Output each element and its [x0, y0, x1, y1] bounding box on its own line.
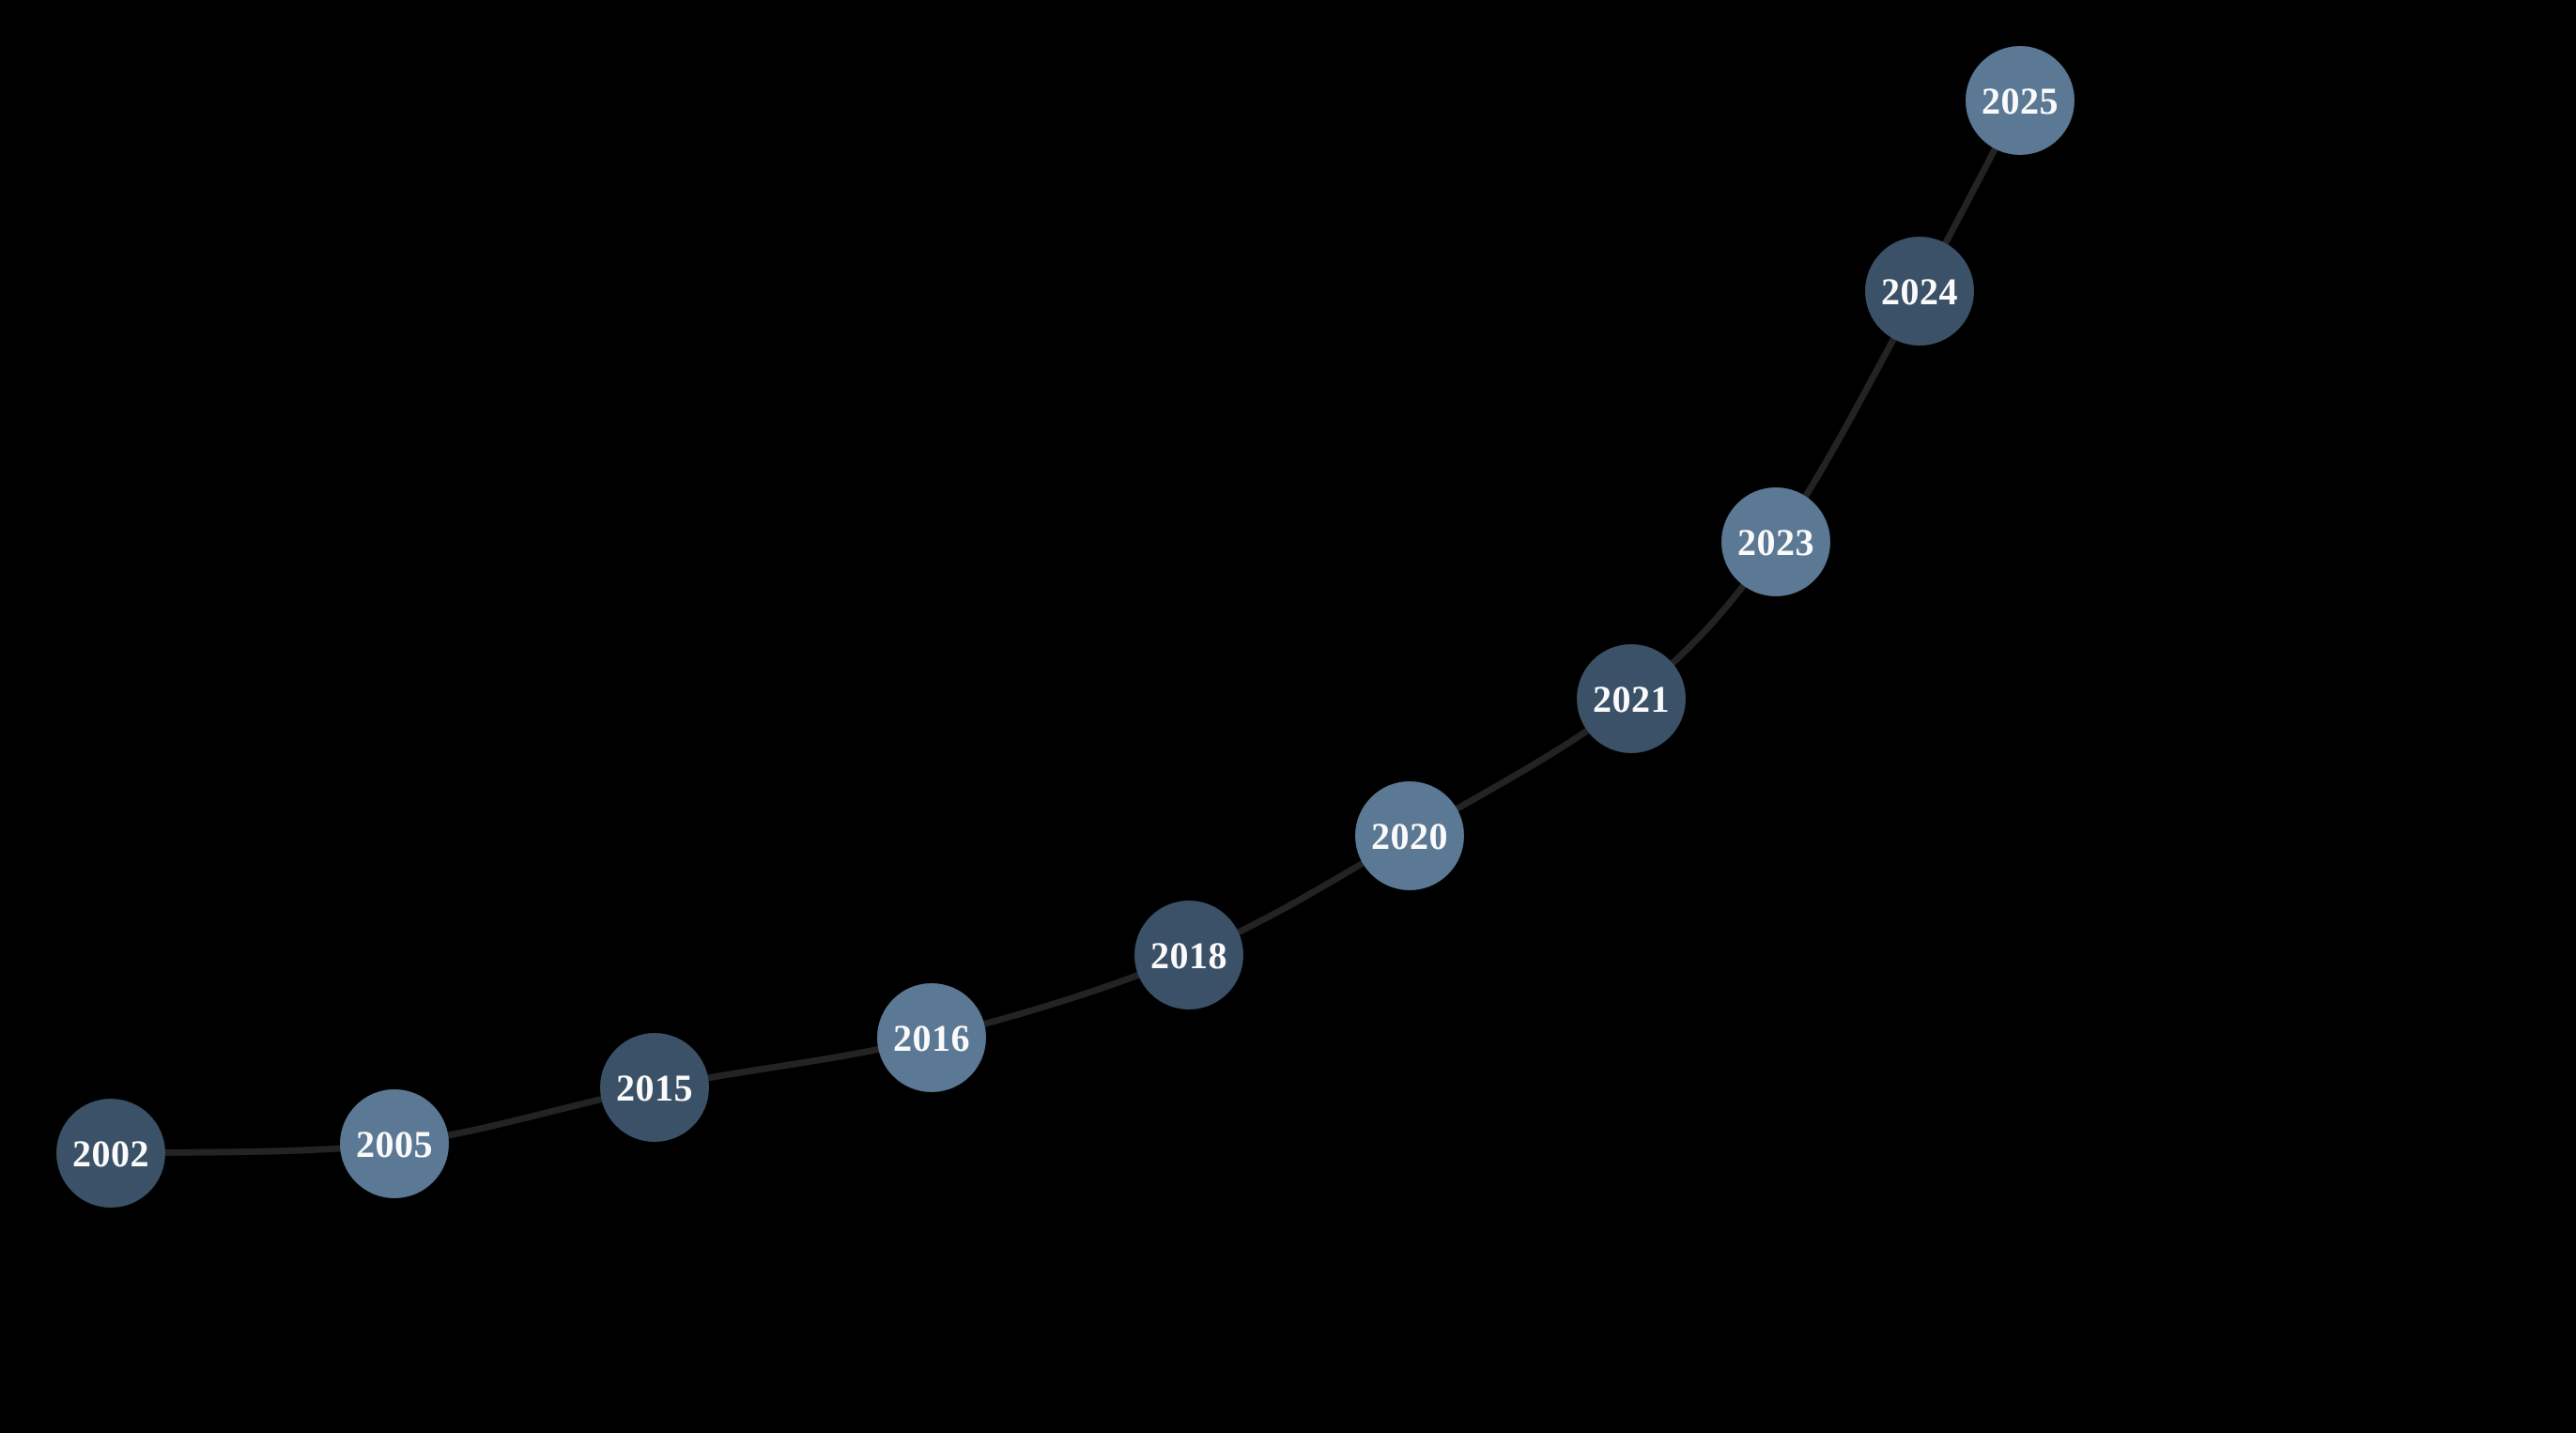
- timeline-node-2025: 2025: [1966, 46, 2075, 155]
- timeline-node-2005: 2005: [340, 1089, 449, 1198]
- timeline-node-2024: 2024: [1865, 237, 1974, 346]
- timeline-node-2015: 2015: [600, 1033, 709, 1142]
- year-circle: [1721, 487, 1830, 596]
- timeline-node-2020: 2020: [1355, 781, 1464, 890]
- year-circle: [1865, 237, 1974, 346]
- year-label: 2015: [616, 1067, 693, 1109]
- year-label: 2020: [1371, 815, 1448, 857]
- year-label: 2025: [1982, 80, 2059, 122]
- year-label: 2002: [72, 1133, 149, 1175]
- year-circle: [877, 983, 986, 1092]
- timeline-node-2002: 2002: [56, 1099, 165, 1208]
- year-circle: [1355, 781, 1464, 890]
- year-label: 2005: [356, 1123, 433, 1165]
- timeline-node-2023: 2023: [1721, 487, 1830, 596]
- year-label: 2023: [1737, 521, 1814, 563]
- year-label: 2018: [1150, 934, 1227, 977]
- year-label: 2021: [1593, 678, 1670, 720]
- year-circle: [340, 1089, 449, 1198]
- timeline-curve: [107, 97, 2024, 1157]
- timeline-node-2016: 2016: [877, 983, 986, 1092]
- year-circle: [1577, 644, 1686, 753]
- year-circle: [600, 1033, 709, 1142]
- year-circle: [56, 1099, 165, 1208]
- year-label: 2016: [893, 1017, 970, 1059]
- year-label: 2024: [1881, 270, 1958, 313]
- timeline-node-2018: 2018: [1134, 901, 1243, 1009]
- year-circle: [1134, 901, 1243, 1009]
- timeline-node-2021: 2021: [1577, 644, 1686, 753]
- year-circle: [1966, 46, 2075, 155]
